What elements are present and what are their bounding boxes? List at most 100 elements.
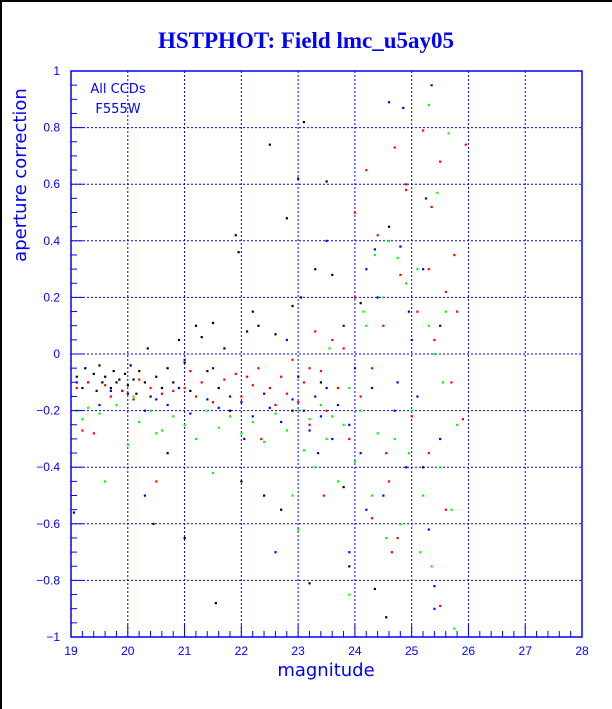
data-point	[280, 508, 283, 511]
data-point	[336, 386, 340, 390]
axis-ticks	[70, 70, 583, 638]
data-point	[365, 324, 368, 327]
data-point	[101, 381, 104, 384]
annotation-filter: F555W	[95, 102, 140, 117]
data-point	[274, 412, 277, 415]
data-point	[75, 386, 78, 390]
data-point	[166, 367, 169, 370]
data-point	[200, 381, 203, 384]
data-point	[404, 282, 408, 285]
data-point	[297, 401, 300, 404]
data-point	[260, 437, 263, 441]
data-point	[166, 403, 169, 407]
data-point	[291, 494, 294, 497]
data-point	[390, 551, 393, 554]
data-point	[399, 245, 402, 248]
data-point	[348, 386, 351, 390]
data-point	[302, 449, 305, 452]
data-point	[92, 432, 95, 435]
data-point	[348, 551, 351, 554]
data-point	[427, 528, 430, 531]
data-point	[331, 415, 334, 418]
data-point	[285, 429, 288, 432]
data-point	[109, 389, 112, 392]
data-point	[285, 338, 288, 342]
data-point	[291, 409, 294, 412]
data-point	[183, 361, 186, 364]
data-point	[228, 415, 232, 418]
data-point	[436, 191, 439, 194]
data-point	[214, 602, 217, 605]
data-point	[257, 324, 260, 327]
data-point	[280, 420, 283, 424]
data-point	[149, 386, 152, 390]
data-point	[183, 423, 186, 426]
data-point	[189, 369, 192, 373]
data-point	[456, 423, 459, 426]
data-point	[427, 324, 430, 327]
data-point	[325, 180, 328, 183]
data-point	[373, 587, 376, 591]
data-point	[285, 392, 288, 395]
data-point	[314, 330, 317, 333]
data-point	[138, 369, 141, 373]
data-point	[297, 409, 300, 412]
data-point	[143, 381, 147, 384]
data-point	[410, 415, 413, 418]
data-point	[302, 409, 305, 412]
data-point	[322, 494, 325, 497]
data-point	[112, 369, 115, 373]
data-point	[416, 268, 419, 271]
data-point	[422, 466, 425, 469]
data-point	[211, 367, 215, 370]
x-tick-label: 24	[348, 644, 362, 658]
data-point	[251, 384, 254, 387]
data-point	[402, 106, 405, 109]
data-point	[387, 225, 391, 228]
data-point	[240, 395, 243, 398]
data-point	[365, 268, 368, 271]
data-point	[299, 296, 303, 299]
data-point	[430, 84, 433, 87]
data-point	[382, 296, 385, 299]
data-point	[331, 273, 334, 276]
data-point	[155, 480, 158, 483]
data-point	[143, 494, 147, 497]
data-point	[319, 403, 323, 407]
data-point	[155, 398, 158, 401]
data-point	[268, 143, 271, 146]
data-point	[422, 494, 425, 497]
data-point	[104, 375, 107, 378]
data-point	[160, 386, 164, 390]
data-point	[342, 347, 345, 350]
x-tick-label: 25	[405, 644, 419, 658]
data-point	[444, 290, 447, 293]
data-point	[453, 627, 456, 630]
data-point	[365, 169, 368, 172]
data-point	[342, 486, 345, 489]
data-point	[81, 386, 84, 390]
data-point	[387, 239, 391, 242]
data-point	[177, 338, 181, 342]
data-point	[439, 160, 442, 163]
data-point	[172, 389, 175, 392]
x-tick-label: 28	[575, 644, 589, 658]
data-point	[385, 616, 388, 619]
data-point	[316, 452, 320, 455]
y-tick-label: −0.8	[36, 573, 60, 587]
data-point	[234, 234, 237, 237]
data-point	[439, 437, 442, 441]
y-axis-label: aperture correction	[10, 88, 31, 262]
data-point	[92, 372, 95, 376]
data-point	[234, 372, 237, 376]
data-point	[263, 440, 266, 443]
data-point	[297, 528, 300, 531]
data-point	[385, 536, 388, 540]
data-point	[75, 375, 78, 378]
data-point	[359, 395, 362, 398]
data-point	[166, 452, 169, 455]
data-point	[370, 386, 374, 390]
data-point	[84, 367, 87, 370]
data-point	[416, 395, 419, 398]
